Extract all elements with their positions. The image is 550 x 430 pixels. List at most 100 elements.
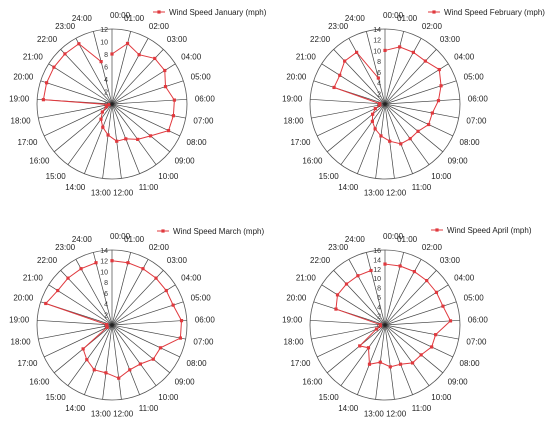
data-point: [419, 353, 423, 357]
radar-center: [110, 323, 114, 327]
radial-tick-label: 8: [104, 52, 108, 59]
legend-marker: [157, 10, 161, 14]
radar-spoke: [384, 31, 404, 105]
category-tick-label: 15:00: [319, 172, 340, 181]
data-point: [178, 336, 183, 340]
radar-spoke: [102, 324, 113, 400]
category-tick-label: 19:00: [282, 94, 303, 103]
category-tick-label: 22:00: [310, 35, 331, 44]
category-tick-label: 13:00: [91, 409, 112, 418]
category-tick-label: 17:00: [290, 359, 311, 368]
data-point: [425, 278, 429, 283]
category-tick-label: 19:00: [9, 94, 30, 103]
radar-spoke: [111, 324, 181, 358]
radial-tick-label: 8: [377, 59, 381, 66]
category-tick-label: 14:00: [338, 404, 359, 413]
data-point: [115, 139, 119, 143]
radar-spoke: [111, 319, 187, 326]
category-tick-label: 07:00: [193, 117, 214, 126]
category-tick-label: 08:00: [187, 359, 208, 368]
radar-spoke: [84, 103, 113, 174]
legend-label: Wind Speed February (mph): [444, 8, 545, 17]
data-point: [383, 48, 387, 53]
data-point: [379, 134, 383, 138]
data-point: [92, 368, 96, 372]
data-point: [99, 60, 103, 64]
category-tick-label: 12:00: [113, 409, 134, 418]
radar-spoke: [384, 324, 413, 395]
radar-panel-3: 0246810121400:0001:0002:0003:0004:0005:0…: [9, 227, 264, 418]
category-tick-label: 11:00: [412, 183, 432, 192]
category-tick-label: 20:00: [286, 294, 307, 303]
category-tick-label: 14:00: [65, 404, 86, 413]
data-point: [110, 259, 114, 263]
radar-spoke: [111, 324, 140, 395]
data-point: [441, 304, 445, 308]
category-tick-label: 24:00: [72, 235, 93, 244]
category-tick-label: 12:00: [386, 188, 407, 197]
data-point: [56, 288, 60, 293]
category-tick-label: 13:00: [364, 188, 385, 197]
radar-spoke: [384, 103, 430, 165]
category-tick-label: 17:00: [17, 359, 38, 368]
legend: Wind Speed March (mph): [157, 227, 264, 236]
data-point: [41, 98, 45, 102]
radial-tick-label: 4: [104, 302, 108, 309]
category-tick-label: 10:00: [158, 393, 179, 402]
data-point: [138, 362, 142, 366]
category-tick-label: 05:00: [191, 73, 212, 82]
radar-spoke: [48, 63, 113, 105]
data-point: [398, 362, 403, 366]
radial-tick-label: 16: [373, 248, 381, 255]
data-point: [369, 268, 373, 273]
category-tick-label: 05:00: [464, 294, 485, 303]
data-point: [366, 346, 371, 350]
radial-tick-label: 14: [100, 248, 108, 255]
data-point: [77, 42, 81, 46]
data-point: [427, 122, 431, 127]
category-tick-label: 06:00: [468, 315, 489, 324]
legend-label: Wind Speed March (mph): [173, 227, 264, 236]
category-tick-label: 03:00: [440, 256, 461, 265]
radar-spoke: [366, 252, 386, 326]
data-point: [358, 344, 362, 348]
data-point: [378, 323, 382, 327]
radar-spoke: [348, 259, 386, 326]
data-point: [338, 73, 342, 77]
radial-tick-label: 6: [377, 295, 381, 302]
category-tick-label: 10:00: [158, 172, 179, 181]
category-tick-label: 11:00: [139, 183, 159, 192]
radial-tick-label: 14: [373, 27, 381, 34]
category-tick-label: 04:00: [454, 273, 475, 282]
radar-spoke: [60, 49, 113, 105]
data-point: [374, 327, 379, 331]
data-point: [399, 142, 403, 146]
category-tick-label: 23:00: [328, 243, 349, 252]
category-tick-label: 12:00: [113, 188, 134, 197]
radar-spoke: [384, 324, 454, 358]
radial-tick-label: 10: [100, 40, 108, 47]
category-tick-label: 01:00: [124, 235, 145, 244]
category-tick-label: 06:00: [195, 315, 216, 324]
radial-tick-label: 12: [373, 267, 381, 274]
data-point: [124, 137, 128, 141]
category-tick-label: 16:00: [29, 378, 50, 387]
category-tick-label: 23:00: [328, 22, 349, 31]
category-tick-label: 21:00: [23, 273, 44, 282]
data-point: [335, 293, 340, 297]
data-point: [141, 267, 145, 271]
radar-spoke: [384, 324, 430, 386]
legend: Wind Speed January (mph): [153, 8, 267, 17]
category-tick-label: 08:00: [187, 138, 208, 147]
category-tick-label: 16:00: [29, 157, 50, 166]
data-point: [416, 129, 420, 133]
radar-spoke: [111, 252, 131, 326]
data-point: [373, 106, 377, 111]
data-point: [94, 261, 98, 265]
category-tick-label: 02:00: [422, 243, 443, 252]
category-tick-label: 04:00: [181, 52, 202, 61]
data-point: [423, 59, 427, 63]
data-point: [378, 102, 382, 106]
data-point: [101, 125, 105, 129]
category-tick-label: 01:00: [124, 14, 145, 23]
